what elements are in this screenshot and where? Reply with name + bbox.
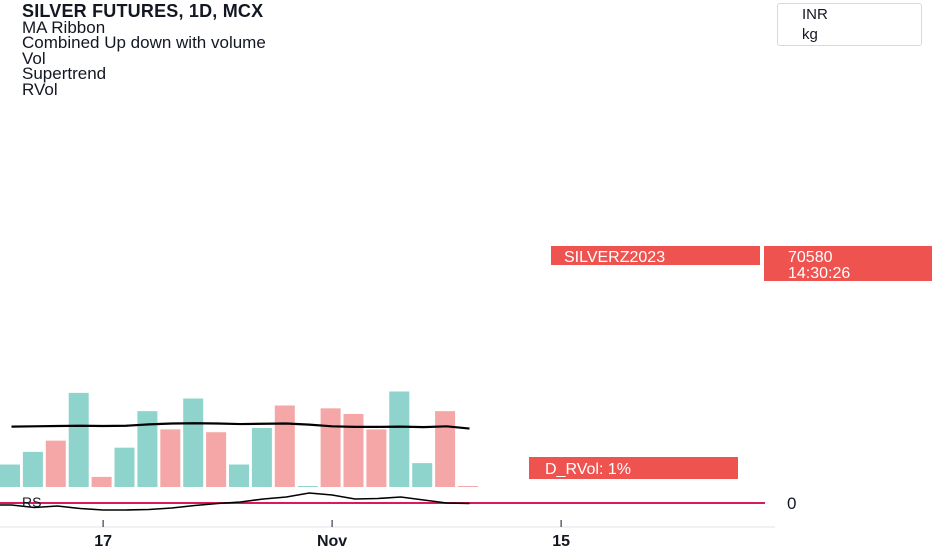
rs-pane-label: RS [22,494,41,510]
symbol-badge-bg [551,246,760,265]
volume-bar [435,411,456,487]
time-axis: 17 Nov 15 [0,520,775,550]
volume-bar [458,486,478,487]
volume-bar [137,411,158,487]
rs-pane [0,492,765,511]
rs-line [0,492,470,511]
volume-bar [91,476,112,487]
rs-zero-label: 0 [787,494,796,513]
volume-bar [45,440,66,487]
volume-bar [366,429,387,487]
volume-bar [206,432,227,487]
indicator-ma-ribbon[interactable]: MA Ribbon [22,17,106,37]
currency-label[interactable]: INR [802,6,828,23]
volume-bar [22,451,43,487]
volume-bar [114,447,135,487]
volume-bar [229,464,249,487]
volume-bar [0,464,20,487]
price-axis: 6400065000660006700068000690007000071000… [787,494,796,513]
unit-selector[interactable]: INR kg [777,3,922,46]
volume-bars [0,391,478,487]
volume-bar [251,428,272,487]
price-badge-value: 70580 [788,249,833,266]
rvol-badge-text: D_RVol: 1% [545,461,631,478]
rvol-badge-bg [529,457,738,479]
volume-sma-line [11,422,470,430]
volume-bar [68,392,89,487]
volume-bar [274,405,295,487]
volume-bar [160,429,181,487]
volume-bar [320,408,341,487]
volume-bar [389,391,410,487]
price-badge-countdown: 14:30:26 [788,265,850,282]
chart-title[interactable]: SILVER FUTURES, 1D, MCX [22,1,264,21]
rvol-badge: D_RVol: 1% [529,457,738,479]
symbol-badge-text: SILVERZ2023 [564,249,665,266]
volume-bar [343,413,364,487]
symbol-badge: SILVERZ2023 [551,246,760,266]
time-tick-label: 17 [94,533,112,550]
volume-bar [412,463,433,487]
unit-label[interactable]: kg [802,26,818,43]
indicator-rvol[interactable]: RVol [22,79,58,99]
chart-legend: SILVER FUTURES, 1D, MCX MA Ribbon Combin… [22,1,266,99]
indicator-combined-volume[interactable]: Combined Up down with volume [22,33,266,52]
volume-bar [183,398,204,487]
time-tick-label: 15 [552,533,570,550]
indicator-vol[interactable]: Vol [22,48,46,68]
indicator-supertrend[interactable]: Supertrend [22,64,107,83]
time-tick-label: Nov [317,533,347,550]
price-badge: 70580 14:30:26 [764,246,932,282]
volume-bar [297,486,318,487]
price-badge-bg [764,246,932,281]
